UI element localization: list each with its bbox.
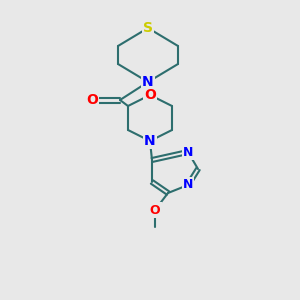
Text: N: N (183, 178, 193, 191)
Text: N: N (183, 146, 193, 158)
Text: N: N (144, 134, 156, 148)
Text: N: N (142, 75, 154, 89)
Text: O: O (86, 93, 98, 107)
Text: O: O (150, 203, 160, 217)
Text: S: S (143, 21, 153, 35)
Text: O: O (144, 88, 156, 102)
